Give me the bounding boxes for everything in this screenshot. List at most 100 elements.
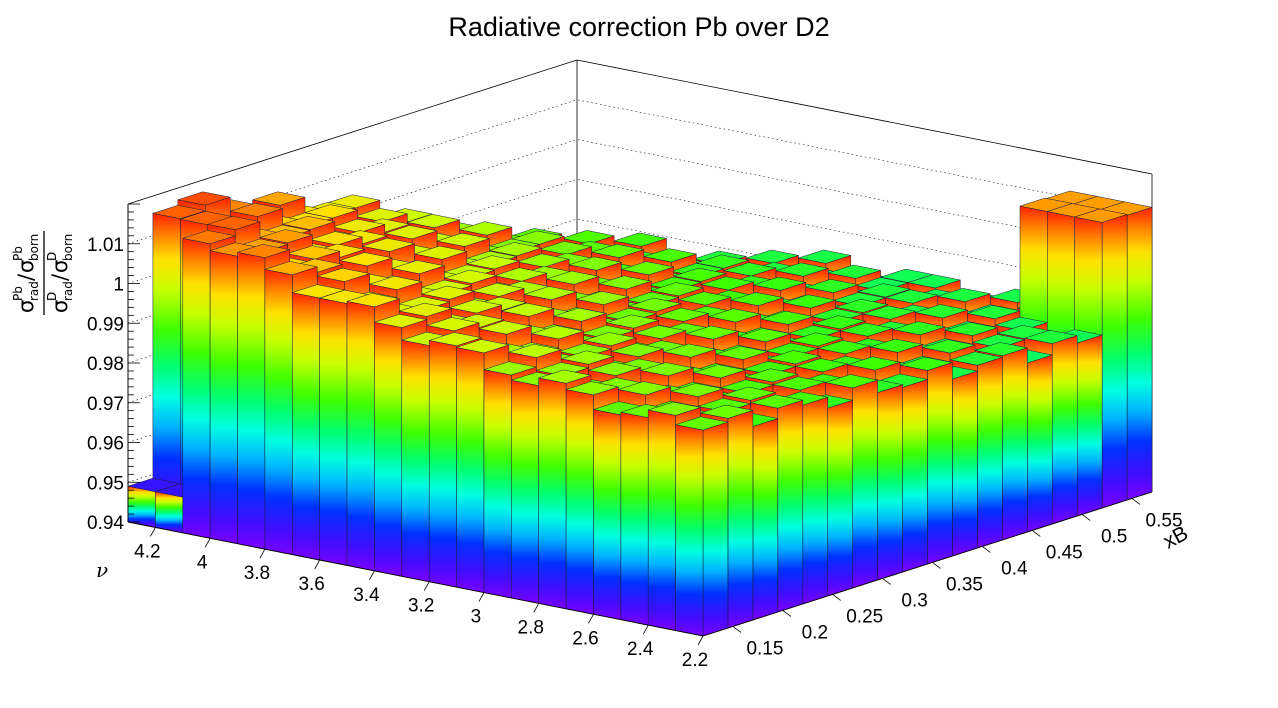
bar-top-face (789, 332, 844, 347)
bar-top-face (263, 261, 319, 276)
bar-top-face (839, 322, 894, 337)
z-tick-label: 1 (113, 275, 124, 296)
bar-top-face (759, 310, 815, 325)
nu-tick-label: 3.8 (244, 563, 270, 584)
bar-top-face (675, 416, 729, 431)
xb-tick-mark (982, 546, 991, 553)
bar-side-face (152, 212, 181, 520)
bar-top-face (621, 261, 674, 276)
bar-top-face (655, 307, 710, 322)
bar-top-face (590, 243, 645, 258)
bar-side-face (456, 347, 485, 593)
bar-top-face (332, 218, 385, 233)
bar-top-face (900, 356, 954, 371)
bar-top-face (832, 292, 887, 307)
bar-side-face (292, 292, 320, 561)
bar-top-face (884, 289, 939, 304)
bar-top-face (237, 244, 291, 258)
xb-tick-label: 0.55 (1146, 510, 1183, 531)
bar-top-face (737, 328, 792, 343)
bar-top-face (448, 299, 502, 314)
bar-top-face (488, 242, 543, 257)
bar-top-face (530, 325, 585, 340)
nu-tick-mark (478, 592, 485, 602)
bar-top-face (317, 267, 370, 282)
z-axis-label: σ Pb rad / σ Pb born σ D rad / σ D born (11, 231, 75, 315)
bar-top-face (701, 276, 754, 291)
bar-side-face (593, 409, 622, 621)
xb-tick-label: 0.25 (846, 606, 883, 627)
bar-top-face (565, 381, 620, 396)
bar-side-face (1076, 334, 1103, 517)
bar-side-face (155, 491, 184, 534)
bar-top-face (695, 254, 750, 269)
xb-tick-label: 0.3 (901, 590, 927, 611)
bar-top-face (602, 307, 658, 322)
nu-tick-mark (369, 570, 375, 581)
bar-top-face (794, 358, 848, 373)
front-edge (127, 521, 704, 637)
z-label-sup: D (45, 252, 59, 261)
bar-top-face (752, 276, 806, 291)
bar-top-face (764, 342, 819, 357)
bar-top-face (720, 379, 774, 394)
bar-top-face (553, 307, 608, 322)
z-tick-label: 0.99 (87, 314, 124, 335)
bar-top-face (672, 267, 728, 282)
bar-side-face (428, 340, 457, 588)
bar-top-face (181, 230, 236, 245)
bar-side-face (1126, 206, 1153, 501)
bar-top-face (972, 334, 1026, 349)
bar-top-face (428, 332, 483, 347)
bar-top-face (420, 285, 476, 300)
z-label-sup: D (45, 292, 59, 301)
xb-tick-mark (732, 626, 742, 633)
nu-tick-label: 2.6 (572, 628, 598, 649)
bar-top-face (1074, 208, 1128, 223)
nu-tick-mark (259, 548, 266, 559)
bar-side-face (675, 424, 704, 637)
bar-top-face (611, 343, 665, 358)
bar-side-face (647, 409, 676, 631)
nu-tick-mark (588, 614, 594, 624)
bar-top-face (699, 404, 753, 419)
bar-top-face (835, 298, 889, 313)
bar-top-face (722, 262, 777, 277)
bar-top-face (557, 343, 613, 358)
bar-top-face (1024, 329, 1078, 344)
bar-top-face (745, 249, 799, 264)
bar-top-face (824, 374, 879, 389)
bar-side-face (702, 421, 729, 637)
bar-top-face (857, 283, 912, 298)
z-label-sigma: σ (48, 260, 72, 273)
bar-top-face (458, 221, 513, 236)
z-axis-ticks: 0.94 0.95 0.96 0.97 0.98 0.99 1 1.01 (87, 203, 140, 534)
bar-side-face (827, 399, 853, 597)
bar-top-face (560, 350, 615, 365)
bar-top-face (767, 350, 822, 365)
nu-tick-mark (697, 635, 704, 646)
xb-tick-label: 0.35 (946, 574, 983, 595)
z-label-sigma: σ (14, 260, 38, 273)
bar-top-face (628, 297, 682, 312)
bar-top-face (782, 294, 837, 309)
xb-tick-mark (782, 610, 792, 617)
bar-top-face (949, 351, 1004, 366)
nu-tick-mark (204, 538, 211, 548)
bar-side-face (1051, 335, 1078, 525)
bar-side-face (852, 379, 878, 589)
bar-side-face (777, 399, 804, 613)
bar-side-face (538, 377, 567, 610)
z-label-sup: Pb (11, 286, 25, 301)
bar-top-face (862, 305, 917, 320)
bar-top-face (633, 325, 687, 339)
xb-tick-mark (1081, 514, 1091, 521)
z-tick-label: 0.98 (87, 354, 124, 375)
nu-tick-label: 2.2 (682, 650, 708, 671)
bar-top-face (425, 317, 480, 332)
bar-top-face (152, 205, 206, 219)
bar-top-face (730, 292, 784, 306)
bar-top-face (383, 225, 439, 240)
z-tick-label: 0.94 (87, 513, 124, 534)
bar-top-face (587, 361, 642, 376)
